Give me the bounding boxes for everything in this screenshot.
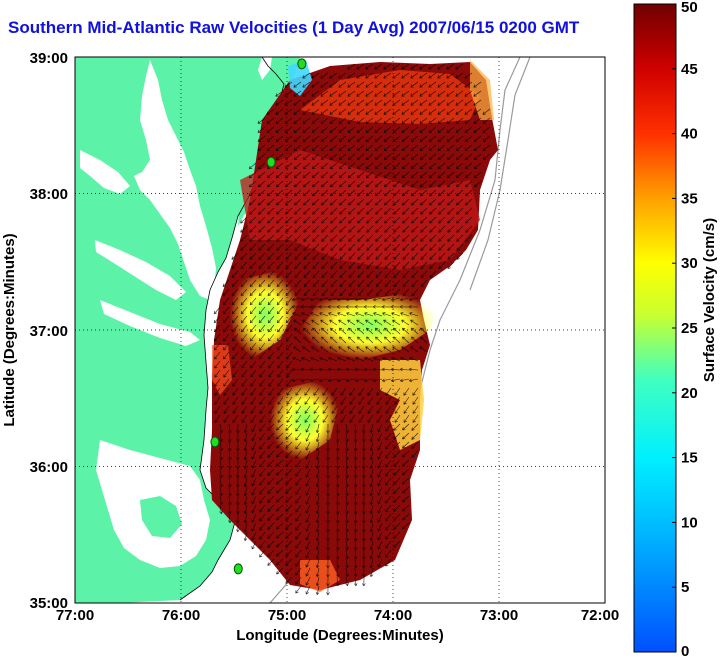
y-tick-label: 35:00 — [30, 595, 68, 612]
colorbar-tick-label: 0 — [681, 643, 689, 659]
station-marker — [297, 58, 307, 70]
velocity-arrows — [213, 63, 491, 596]
colorbar-tick-label: 5 — [681, 579, 689, 596]
y-axis: 39:00 38:00 37:00 36:00 35:00 Latitude (… — [1, 50, 68, 612]
y-axis-label: Latitude (Degrees:Minutes) — [1, 233, 18, 426]
x-tick-label: 73:00 — [480, 607, 518, 624]
x-tick-label: 76:00 — [162, 607, 200, 624]
x-axis: 77:00 76:00 75:00 74:00 73:00 72:00 Long… — [56, 607, 619, 644]
colorbar: 0 5 10 15 20 25 30 35 40 45 50 Surface Velocity (c… — [633, 0, 718, 659]
y-tick-label: 37:00 — [30, 323, 68, 340]
x-tick-label: 77:00 — [56, 607, 94, 624]
colorbar-label: Surface Velocity (cm/s) — [701, 218, 718, 382]
map-plot-area — [74, 56, 606, 604]
y-tick-label: 36:00 — [30, 459, 68, 476]
velocity-field — [210, 60, 498, 596]
y-tick-label: 38:00 — [30, 186, 68, 203]
map-title: Southern Mid-Atlantic Raw Velocities (1 … — [8, 18, 580, 37]
colorbar-tick-label: 10 — [681, 514, 698, 531]
colorbar-tick-label: 45 — [681, 61, 698, 78]
colorbar-tick-label: 25 — [681, 320, 698, 337]
x-tick-label: 74:00 — [374, 607, 412, 624]
colorbar-tick-label: 35 — [681, 190, 698, 207]
map-grid — [75, 57, 605, 603]
station-marker — [266, 156, 276, 168]
colorbar-tick-label: 20 — [681, 385, 698, 402]
station-marker — [210, 436, 220, 448]
x-tick-label: 72:00 — [581, 607, 619, 624]
y-tick-label: 39:00 — [30, 50, 68, 67]
colorbar-tick-label: 15 — [681, 450, 698, 467]
colorbar-tick-label: 50 — [681, 0, 698, 16]
hf-radar-stations — [210, 58, 307, 575]
station-marker — [233, 563, 243, 575]
x-tick-label: 75:00 — [268, 607, 306, 624]
colorbar-tick-label: 40 — [681, 126, 698, 143]
x-axis-label: Longitude (Degrees:Minutes) — [236, 627, 444, 644]
colorbar-tick-label: 30 — [681, 255, 698, 272]
